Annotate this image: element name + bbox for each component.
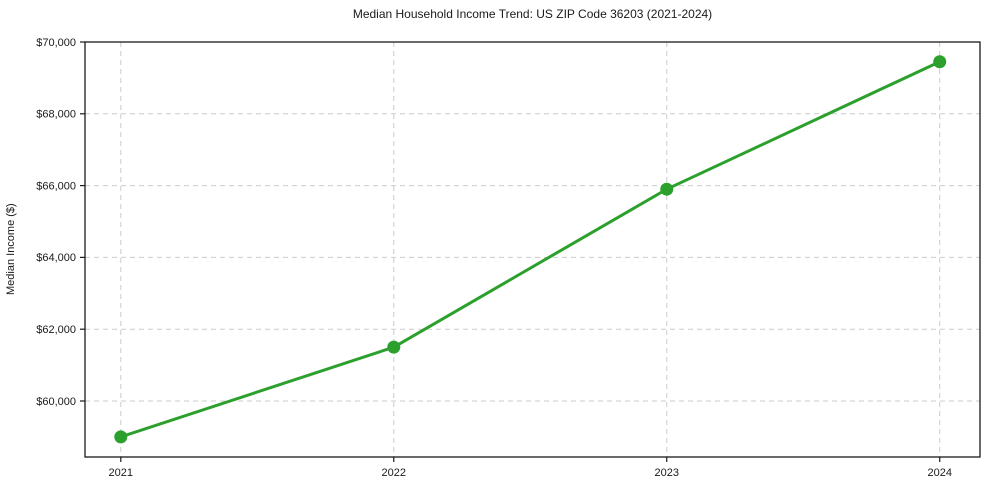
data-point xyxy=(114,430,128,444)
data-point xyxy=(660,182,674,196)
y-tick-label: $70,000 xyxy=(36,37,76,49)
y-tick-label: $60,000 xyxy=(36,396,76,408)
data-point xyxy=(387,340,401,354)
y-tick-label: $66,000 xyxy=(36,180,76,192)
x-tick-label: 2023 xyxy=(655,467,679,479)
chart-title: Median Household Income Trend: US ZIP Co… xyxy=(352,7,713,21)
x-tick-label: 2021 xyxy=(109,467,133,479)
data-point xyxy=(933,55,947,69)
trend-line xyxy=(119,60,942,439)
y-tick-label: $64,000 xyxy=(36,252,76,264)
plot-border xyxy=(84,41,981,458)
x-tick-label: 2022 xyxy=(382,467,406,479)
y-tick-label: $68,000 xyxy=(36,109,76,121)
y-tick-label: $62,000 xyxy=(36,324,76,336)
x-tick-label: 2024 xyxy=(927,467,951,479)
